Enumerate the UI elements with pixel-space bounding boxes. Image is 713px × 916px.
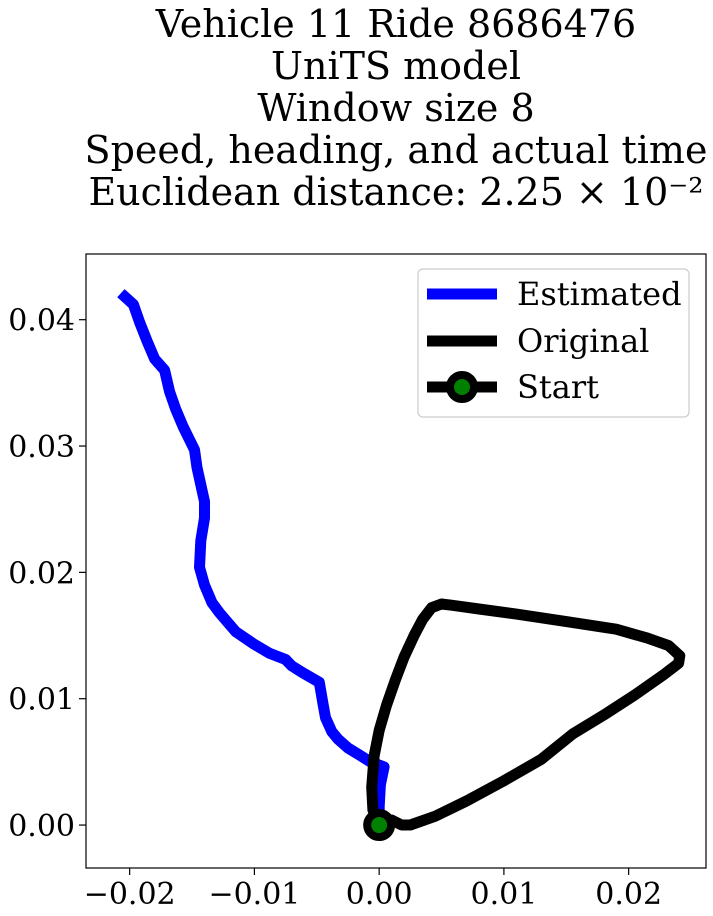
y-tick-label: 0.01 xyxy=(8,683,75,718)
plot-lines xyxy=(117,289,686,831)
y-tick-label: 0.02 xyxy=(8,556,75,591)
x-tick-label: −0.02 xyxy=(84,877,176,912)
legend-label-estimated: Estimated xyxy=(517,275,682,313)
x-axis: −0.02 −0.01 0.00 0.01 0.02 xyxy=(84,868,662,912)
series-line-original xyxy=(366,598,686,831)
start-marker-group xyxy=(363,809,396,842)
title-line-4: Speed, heading, and actual time xyxy=(85,128,708,172)
title-line-3: Window size 8 xyxy=(257,86,534,130)
x-tick-label: 0.02 xyxy=(595,877,662,912)
series-line-estimated xyxy=(117,289,390,825)
plot-frame xyxy=(85,253,707,869)
chart-title: Vehicle 11 Ride 8686476 UniTS model Wind… xyxy=(85,2,708,214)
legend-box xyxy=(417,268,690,418)
y-axis: 0.00 0.01 0.02 0.03 0.04 xyxy=(8,304,86,844)
y-tick-label: 0.04 xyxy=(8,304,75,339)
legend-swatch-start-marker xyxy=(446,371,478,403)
legend-label-start: Start xyxy=(517,368,599,406)
x-tick-label: 0.01 xyxy=(471,877,538,912)
legend: Estimated Original Start xyxy=(417,268,690,418)
x-tick-label: −0.01 xyxy=(208,877,300,912)
title-line-2: UniTS model xyxy=(271,44,521,88)
y-tick-label: 0.03 xyxy=(8,430,75,465)
legend-label-original: Original xyxy=(517,322,649,360)
title-line-5: Euclidean distance: 2.25 × 10⁻² xyxy=(88,170,703,214)
title-line-1: Vehicle 11 Ride 8686476 xyxy=(155,2,636,46)
y-tick-label: 0.00 xyxy=(8,809,75,844)
x-tick-label: 0.00 xyxy=(346,877,413,912)
start-marker xyxy=(363,809,396,842)
